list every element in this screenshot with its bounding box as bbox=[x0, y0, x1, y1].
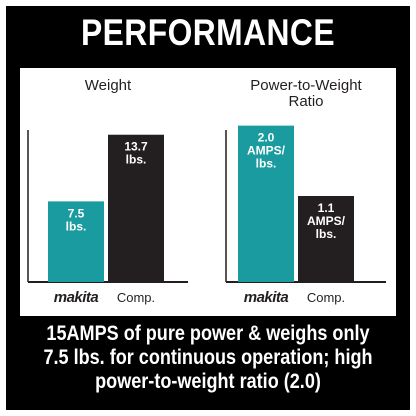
caption-line-1: 15AMPS of pure power & weighs only bbox=[46, 322, 370, 345]
data-label-line: AMPS/ bbox=[247, 144, 286, 158]
page-title: PERFORMANCE bbox=[81, 12, 335, 53]
data-label: 2.0 AMPS/lbs. bbox=[247, 131, 286, 171]
chart-panel: Weight 7.5 lbs. makita 13.7 lbs. Comp. Power-to… bbox=[20, 68, 396, 316]
category-label-makita: makita bbox=[244, 289, 289, 306]
chart-title-line: Power-to-Weight bbox=[250, 77, 362, 94]
data-label-line: lbs. bbox=[256, 157, 277, 171]
data-label-line: 7.5 bbox=[68, 206, 85, 220]
category-label-comp: Comp. bbox=[307, 290, 345, 305]
performance-card: PERFORMANCE Weight 7.5 lbs. makita 13.7 lbs. C… bbox=[6, 6, 410, 410]
data-label: 7.5 lbs. bbox=[66, 206, 87, 233]
data-label: 1.1 AMPS/lbs. bbox=[307, 201, 346, 241]
data-label-line: 1.1 bbox=[318, 201, 335, 215]
chart-title-line: Ratio bbox=[288, 93, 323, 110]
bar-comp bbox=[108, 134, 164, 282]
data-label: 13.7 lbs. bbox=[124, 140, 148, 167]
data-label-line: 13.7 bbox=[124, 140, 148, 154]
caption-line-2: 7.5 lbs. for continuous operation; high bbox=[43, 346, 373, 369]
bar-makita bbox=[48, 201, 104, 282]
bar-makita bbox=[238, 125, 294, 282]
data-label-line: lbs. bbox=[66, 219, 87, 233]
bar-comp bbox=[298, 196, 354, 282]
data-label-line: lbs. bbox=[126, 153, 147, 167]
caption-line-3: power-to-weight ratio (2.0) bbox=[95, 370, 321, 393]
data-label-line: AMPS/ bbox=[307, 214, 346, 228]
chart-title-line: Weight bbox=[85, 77, 132, 94]
data-label-line: lbs. bbox=[316, 227, 337, 241]
caption: 15AMPS of pure power & weighs only 7.5 l… bbox=[6, 322, 410, 394]
data-label-line: 2.0 bbox=[258, 131, 275, 145]
category-label-makita: makita bbox=[54, 289, 99, 306]
category-label-comp: Comp. bbox=[117, 290, 155, 305]
